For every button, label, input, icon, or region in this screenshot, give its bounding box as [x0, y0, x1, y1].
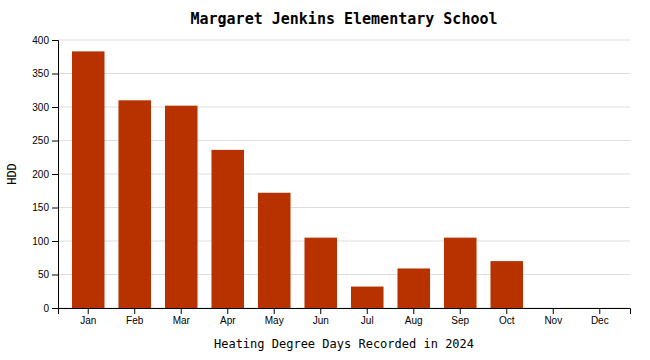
x-tick-mark	[553, 308, 554, 314]
x-tick: Oct	[499, 308, 515, 326]
y-tick-mark	[52, 40, 58, 41]
bar	[118, 100, 151, 308]
bar	[72, 51, 105, 308]
x-tick: Jun	[313, 308, 329, 326]
x-tick: Apr	[220, 308, 236, 326]
x-tick: Aug	[405, 308, 423, 326]
bar	[258, 193, 291, 308]
x-tick-mark	[506, 308, 507, 314]
x-tick-label: Sep	[451, 315, 469, 326]
plot: 050100150200250300350400JanFebMarAprMayJ…	[32, 35, 630, 326]
y-tick: 250	[32, 135, 58, 146]
bar	[211, 150, 244, 308]
bar	[537, 308, 570, 309]
x-tick-label: Jun	[313, 315, 329, 326]
x-tick: Nov	[544, 308, 562, 326]
x-tick-label: May	[265, 315, 284, 326]
chart: 050100150200250300350400JanFebMarAprMayJ…	[0, 0, 650, 360]
grid-line	[58, 73, 630, 74]
grid	[58, 40, 630, 308]
y-axis: 0 50 100 150 200 250 300 350 400	[32, 35, 58, 314]
y-tick-mark	[52, 107, 58, 108]
y-tick-label: 150	[32, 202, 49, 213]
x-tick-mark	[367, 308, 368, 314]
x-tick-label: Nov	[544, 315, 562, 326]
x-tick-label: Oct	[499, 315, 515, 326]
bar	[165, 106, 198, 308]
y-tick: 200	[32, 169, 58, 180]
x-tick: Mar	[173, 308, 191, 326]
bar	[351, 287, 384, 308]
y-tick-label: 400	[32, 35, 49, 46]
x-tick-mark	[599, 308, 600, 314]
x-tick-label: Mar	[173, 315, 191, 326]
x-tick-mark	[227, 308, 228, 314]
y-tick: 400	[32, 35, 58, 46]
grid-line	[58, 40, 630, 41]
x-tick-mark	[134, 308, 135, 314]
x-tick: Jan	[80, 308, 96, 326]
y-tick-label: 250	[32, 135, 49, 146]
y-tick: 50	[38, 269, 58, 280]
bar	[304, 238, 337, 308]
y-tick-mark	[52, 308, 58, 309]
bar	[583, 308, 616, 309]
x-tick-mark	[274, 308, 275, 314]
y-tick-label: 300	[32, 102, 49, 113]
y-tick-label: 200	[32, 169, 49, 180]
x-tick-mark	[88, 308, 89, 314]
x-tick: Sep	[451, 308, 469, 326]
y-tick-mark	[52, 208, 58, 209]
x-tick-mark	[181, 308, 182, 314]
x-tick-label: Aug	[405, 315, 423, 326]
y-tick-label: 50	[38, 269, 50, 280]
y-tick-mark	[52, 275, 58, 276]
y-tick: 300	[32, 102, 58, 113]
y-tick-label: 100	[32, 236, 49, 247]
x-tick: Feb	[126, 308, 144, 326]
bar	[490, 261, 523, 308]
y-tick: 100	[32, 236, 58, 247]
x-tick-label: Apr	[220, 315, 236, 326]
x-tick-label: Feb	[126, 315, 144, 326]
x-tick: May	[265, 308, 284, 326]
x-axis: Jan Feb Mar Apr May Jun Jul Aug Sep Oct Nov Dec	[59, 308, 631, 326]
x-axis-title: Heating Degree Days Recorded in 2024	[214, 337, 474, 351]
y-tick: 150	[32, 202, 58, 213]
x-tick-label: Dec	[591, 315, 609, 326]
x-tick-mark	[460, 308, 461, 314]
x-tick: Jul	[361, 308, 374, 326]
x-tick-label: Jan	[80, 315, 96, 326]
x-tick-label: Jul	[361, 315, 374, 326]
x-axis-line	[59, 309, 631, 315]
y-tick-label: 0	[43, 303, 49, 314]
y-tick-mark	[52, 241, 58, 242]
y-tick-mark	[52, 74, 58, 75]
title: Margaret Jenkins Elementary School	[190, 10, 497, 28]
x-tick-mark	[413, 308, 414, 314]
x-tick-mark	[320, 308, 321, 314]
y-tick-mark	[52, 174, 58, 175]
y-tick: 0	[43, 303, 58, 314]
y-axis-line	[52, 41, 59, 309]
x-tick: Dec	[591, 308, 609, 326]
bars	[72, 51, 523, 308]
bar	[444, 238, 477, 308]
y-tick: 350	[32, 68, 58, 79]
y-axis-title: HDD	[5, 163, 19, 185]
y-tick-mark	[52, 141, 58, 142]
bar	[397, 268, 430, 308]
y-tick-label: 350	[32, 68, 49, 79]
